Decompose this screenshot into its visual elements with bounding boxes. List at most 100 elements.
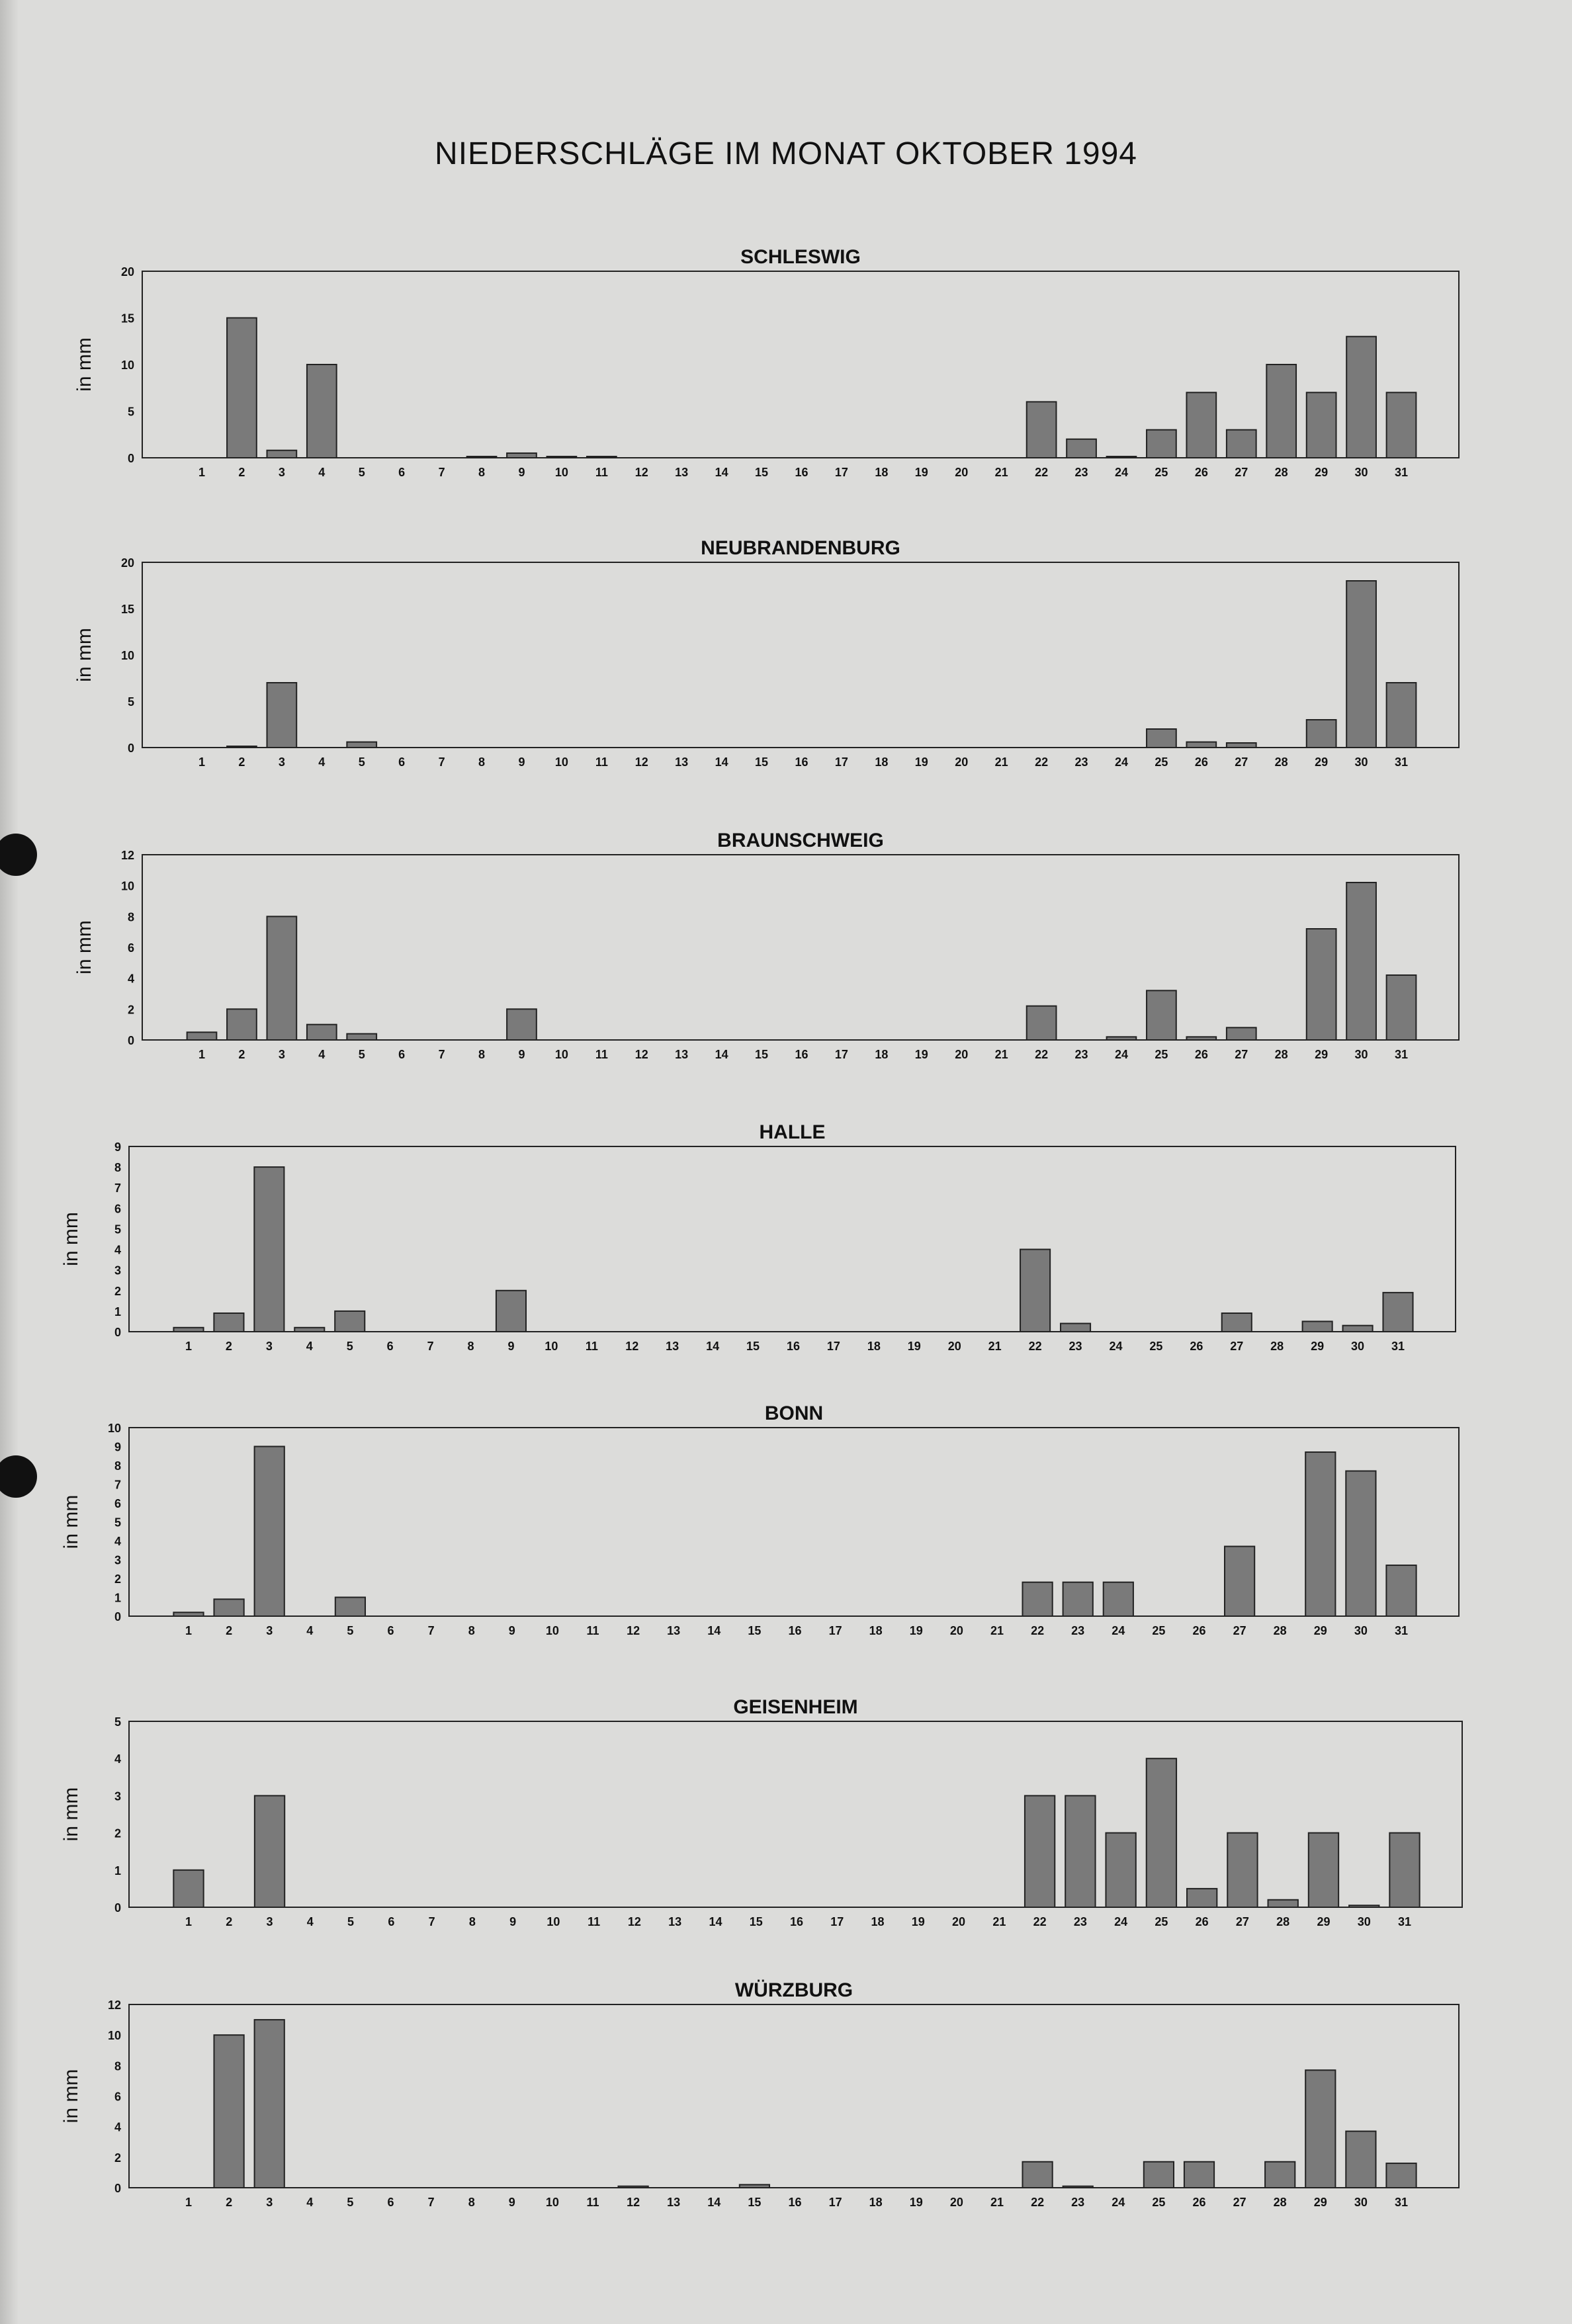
x-tick-label: 10 [546,1915,560,1928]
bar-day-23 [1062,2185,1094,2188]
x-tick-label: 27 [1235,1048,1248,1061]
y-tick-label: 15 [121,603,134,616]
x-tick-label: 25 [1155,1915,1168,1928]
bar-day-11 [586,456,617,458]
y-tick-label: 15 [121,312,134,325]
y-axis-label: in mm [60,1212,82,1266]
y-tick-label: 0 [128,1034,134,1047]
x-tick-label: 18 [869,2196,883,2209]
x-tick-label: 2 [238,466,245,479]
x-tick-label: 15 [755,466,768,479]
y-tick-label: 8 [114,1161,121,1174]
bar-day-2 [213,1313,245,1332]
bar-day-31 [1385,682,1417,748]
x-tick-label: 24 [1114,1915,1127,1928]
y-tick-label: 7 [114,1479,121,1492]
bar-day-29 [1305,2069,1336,2188]
x-tick-label: 1 [185,1915,192,1928]
chart-title: SCHLESWIG [740,246,861,268]
bar-day-29 [1307,1832,1340,1909]
x-tick-label: 1 [198,466,205,479]
x-tick-label: 4 [318,1048,325,1061]
x-tick-label: 13 [666,1340,679,1353]
y-tick-label: 8 [114,1459,121,1473]
x-tick-label: 21 [992,1915,1006,1928]
bar-day-4 [294,1326,326,1333]
x-tick-label: 27 [1230,1340,1243,1353]
x-tick-label: 2 [226,1624,232,1637]
x-tick-label: 14 [715,755,728,769]
bar-day-3 [266,682,298,748]
x-tick-label: 9 [518,755,525,769]
x-tick-label: 20 [955,755,968,769]
x-tick-label: 1 [185,1340,192,1353]
x-tick-label: 8 [469,1915,476,1928]
x-tick-label: 23 [1074,1915,1087,1928]
y-tick-label: 1 [114,1305,121,1318]
bar-day-10 [546,456,578,458]
x-tick-label: 5 [347,1624,353,1637]
x-tick-label: 26 [1195,755,1208,769]
bar-day-29 [1305,928,1337,1041]
bar-day-2 [213,2034,245,2189]
y-tick-label: 5 [114,1223,121,1236]
x-tick-label: 12 [625,1340,638,1353]
x-tick-label: 11 [586,1624,599,1637]
bar-day-30 [1346,580,1377,748]
x-tick-label: 8 [468,2196,475,2209]
x-tick-label: 23 [1069,1340,1082,1353]
bar-day-31 [1385,974,1417,1041]
y-tick-label: 3 [114,1554,121,1567]
x-tick-label: 7 [439,466,445,479]
bar-day-24 [1102,1581,1134,1617]
chart-title: GEISENHEIM [733,1696,857,1718]
x-tick-label: 4 [307,1915,314,1928]
x-tick-label: 30 [1355,755,1368,769]
x-tick-label: 13 [667,2196,680,2209]
y-tick-label: 20 [121,556,134,570]
x-tick-label: 9 [518,466,525,479]
x-tick-label: 30 [1351,1340,1364,1353]
bar-day-22 [1022,1581,1053,1617]
x-tick-label: 6 [398,755,405,769]
bar-day-9 [506,1008,537,1041]
bar-day-1 [173,1326,204,1333]
y-tick-label: 4 [114,1535,121,1548]
x-tick-label: 22 [1033,1915,1047,1928]
bar-day-30 [1348,1905,1380,1908]
x-tick-label: 20 [950,2196,963,2209]
x-tick-label: 2 [226,1915,232,1928]
x-tick-label: 18 [867,1340,881,1353]
x-tick-label: 25 [1155,1048,1168,1061]
y-tick-label: 20 [121,265,134,279]
x-tick-label: 19 [915,755,928,769]
chart-title: NEUBRANDENBURG [701,537,900,559]
y-tick-label: 9 [114,1140,121,1154]
y-tick-label: 2 [114,1827,121,1840]
x-tick-label: 4 [306,2196,313,2209]
x-tick-label: 7 [428,1624,435,1637]
x-tick-label: 7 [428,2196,435,2209]
x-tick-label: 27 [1235,466,1248,479]
bar-day-24 [1105,1832,1137,1909]
x-tick-label: 9 [509,2196,515,2209]
plot-frame [142,271,1460,458]
x-tick-label: 6 [398,1048,405,1061]
x-tick-label: 3 [267,1915,273,1928]
x-tick-label: 30 [1358,1915,1371,1928]
y-tick-label: 10 [108,2029,121,2042]
bar-day-25 [1146,429,1177,459]
y-tick-label: 12 [108,1999,121,2012]
y-tick-label: 4 [114,1752,121,1766]
bar-day-2 [226,746,257,748]
x-tick-label: 18 [871,1915,885,1928]
x-tick-label: 7 [429,1915,435,1928]
y-tick-label: 10 [108,1422,121,1435]
x-tick-label: 14 [707,1624,720,1637]
x-tick-label: 8 [478,755,485,769]
x-tick-label: 16 [788,1624,801,1637]
x-tick-label: 8 [468,1624,475,1637]
